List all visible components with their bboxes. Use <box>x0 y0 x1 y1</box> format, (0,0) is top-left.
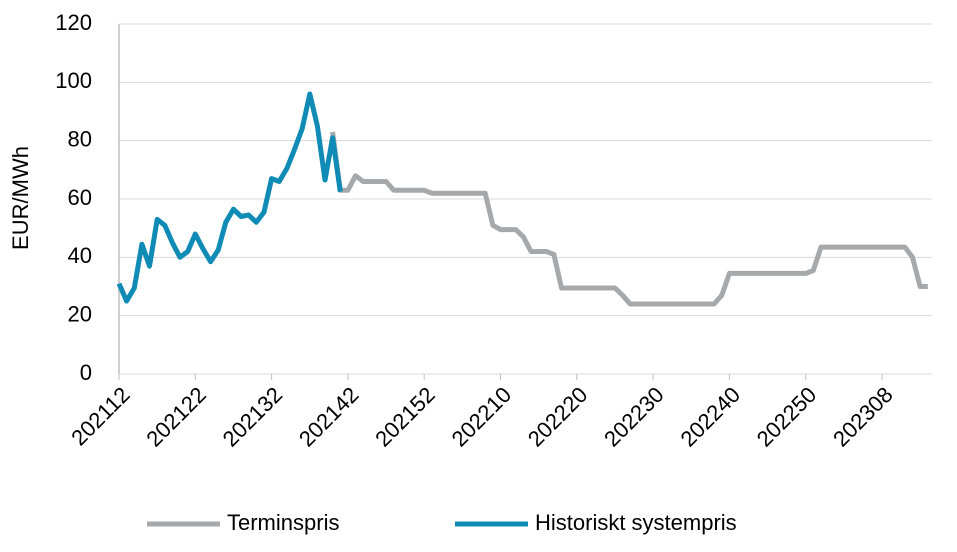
legend-label: Terminspris <box>227 510 339 535</box>
y-tick-label: 100 <box>55 68 92 93</box>
y-tick-label: 40 <box>68 243 92 268</box>
x-tick-label: 202308 <box>828 382 898 452</box>
x-tick-label: 202240 <box>675 382 745 452</box>
y-tick-label: 0 <box>80 360 92 385</box>
y-tick-label: 80 <box>68 126 92 151</box>
legend-label: Historiskt systempris <box>535 510 737 535</box>
x-tick-label: 202250 <box>752 382 822 452</box>
y-tick-label: 60 <box>68 185 92 210</box>
x-tick-label: 202210 <box>447 382 517 452</box>
x-tick-label: 202142 <box>294 382 364 452</box>
x-tick-label: 202230 <box>599 382 669 452</box>
x-tick-label: 202152 <box>370 382 440 452</box>
series-line <box>330 131 928 307</box>
y-tick-label: 20 <box>68 301 92 326</box>
x-tick-label: 202132 <box>218 382 288 452</box>
y-axis-label: EUR/MWh <box>8 146 33 250</box>
x-tick-label: 202220 <box>523 382 593 452</box>
x-tick-label: 202122 <box>141 382 211 452</box>
series-line <box>116 91 343 304</box>
x-tick-label: 202112 <box>66 382 134 450</box>
y-tick-label: 120 <box>55 10 92 35</box>
